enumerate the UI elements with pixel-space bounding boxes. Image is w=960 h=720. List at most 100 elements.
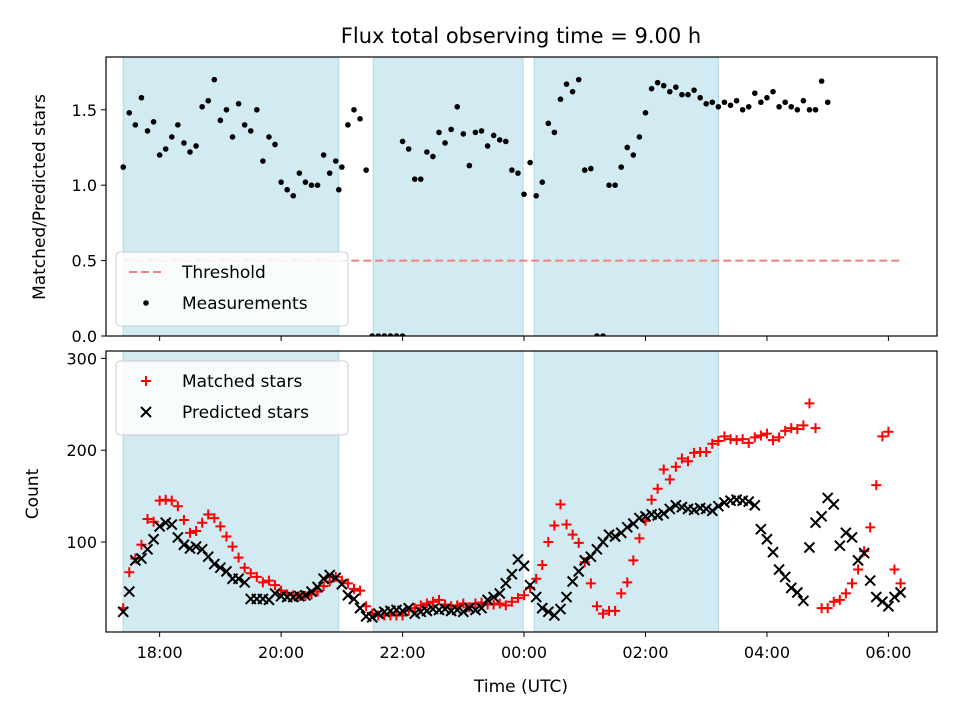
predicted-stars-point [554,603,567,615]
measurement-point [411,176,418,182]
predicted-stars-point [894,586,907,599]
measurement-point [824,99,831,106]
matched-stars-point [185,527,196,538]
measurement-point [247,128,254,134]
matched-stars-point [561,519,572,530]
matched-stars-point [555,499,566,510]
measurement-point [752,90,758,96]
predicted-stars-point [336,578,348,590]
predicted-stars-point [311,581,324,593]
measurement-point [369,333,376,336]
measurement-point [588,165,594,172]
predicted-stars-point [779,571,791,583]
matched-stars-point [537,559,548,570]
matched-stars-point [245,568,256,579]
predicted-stars-point [767,546,779,558]
matched-stars-point [172,501,183,512]
predicted-stars-point [658,507,670,520]
matched-stars-point [616,588,627,599]
matched-stars-point [191,525,202,536]
measurement-point [521,191,527,198]
predicted-stars-point [712,500,725,512]
matched-stars-point [355,585,366,596]
measurement-point [557,96,564,103]
measurement-point [739,106,746,113]
measurement-point [417,176,424,182]
predicted-stars-point [828,498,840,511]
observing-window [533,57,719,336]
x-tick-label: 18:00 [137,643,183,662]
matched-stars-point [761,428,772,439]
predicted-stars-point [269,587,281,600]
measurement-point [156,152,163,158]
measurement-point [575,76,582,83]
matched-stars-point [774,432,785,443]
matched-stars-point [579,557,590,568]
measurement-point [770,88,776,95]
measurement-point [314,182,321,188]
measurement-point [484,143,491,149]
matched-stars-point [136,539,147,550]
measurement-point [296,170,303,176]
matched-stars-point [318,581,329,592]
legend-label: Matched stars [182,372,302,392]
matched-stars-point [221,531,232,542]
predicted-stars-point [749,499,761,511]
measurement-point [144,128,151,134]
predicted-stars-point [609,530,621,543]
measurement-point [175,122,181,128]
matched-stars-point [263,575,274,586]
measurement-point [794,106,801,113]
matched-stars-point [822,603,833,614]
measurement-point [758,99,764,106]
measurement-point [430,153,436,160]
matched-stars-point [415,600,426,611]
matched-stars-point [828,596,839,607]
matched-stars-point [834,594,845,605]
x-tick-label: 22:00 [380,643,426,662]
matched-stars-point [427,596,438,607]
measurement-point [193,143,199,149]
measurement-point [399,138,406,145]
measurement-point [284,186,290,193]
count-panel: 100 200 300 18:00 20:00 22:00 00:00 02:00 04:00 0… [66,349,938,662]
matched-stars-point [628,555,639,566]
legend-predicted-swatch [140,406,152,418]
plot-frame [105,350,938,633]
predicted-stars-point [579,554,591,567]
matched-stars-point [652,483,663,494]
matched-stars-point [342,578,353,589]
matched-stars-point [142,514,153,525]
measurement-point [624,144,631,151]
matched-stars-point [610,605,621,616]
measurement-point [776,103,782,110]
measurement-point [551,129,558,136]
predicted-stars-point [317,573,330,585]
predicted-stars-point [858,547,870,559]
predicted-stars-point [500,577,512,590]
matched-stars-point [597,608,608,619]
matched-stars-point [737,434,748,445]
measurement-point [630,152,637,158]
measurement-point [788,103,795,110]
measurement-point [448,126,454,133]
measurement-point [569,88,576,95]
measurement-point [272,141,278,148]
predicted-stars-point [147,533,160,545]
measurement-point [697,94,703,101]
matched-stars-point [859,546,870,557]
predicted-stars-point [123,585,135,598]
predicted-stars-point [506,568,518,580]
measurement-point [721,99,728,106]
plot-frame [105,56,938,337]
measurement-point [138,94,145,101]
measurement-point [563,81,570,87]
measurement-point [290,192,297,199]
measurement-point [594,333,600,336]
predicted-stars-point [494,587,506,600]
measurement-point [503,138,509,145]
measurement-point [691,87,697,93]
matched-stars-point [209,513,220,524]
observing-window [372,351,524,632]
